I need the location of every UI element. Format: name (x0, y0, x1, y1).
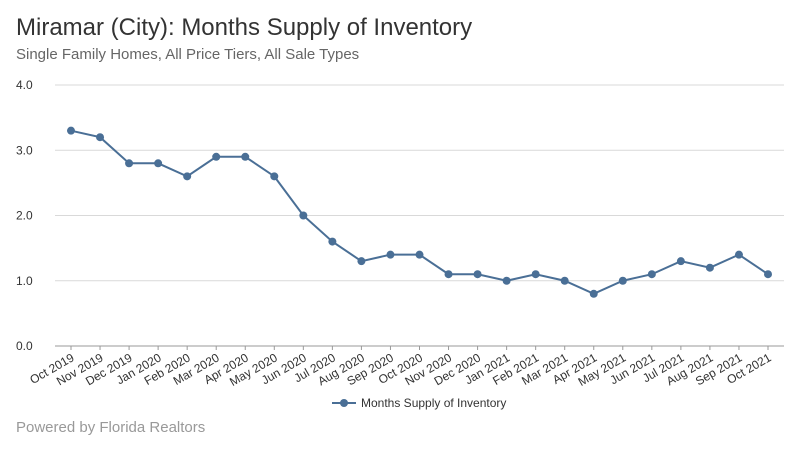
chart-subtitle: Single Family Homes, All Price Tiers, Al… (16, 46, 360, 63)
data-point (764, 270, 772, 279)
data-point (212, 152, 221, 161)
data-point (705, 263, 714, 272)
data-point (154, 159, 163, 168)
data-point (415, 250, 424, 259)
data-point (589, 289, 598, 298)
data-point (67, 126, 75, 135)
data-point (270, 172, 279, 181)
data-point (647, 270, 656, 279)
y-tick-label: 2.0 (16, 209, 33, 223)
y-tick-label: 3.0 (16, 143, 33, 157)
data-point (444, 270, 453, 279)
chart-title: Miramar (City): Months Supply of Invento… (16, 14, 473, 41)
data-point (96, 133, 105, 142)
data-point (676, 257, 685, 266)
y-axis: 0.0 1.0 2.0 3.0 4.0 (16, 78, 33, 353)
series-layer (67, 126, 772, 298)
data-point (734, 250, 743, 259)
data-point (618, 276, 627, 285)
data-point (357, 257, 366, 266)
data-point (299, 211, 308, 220)
data-point (386, 250, 395, 259)
data-point (531, 270, 540, 279)
legend-point-marker (340, 399, 348, 407)
data-point (560, 276, 569, 285)
data-point (328, 237, 337, 246)
gridlines (55, 84, 784, 347)
y-tick-label: 1.0 (16, 274, 33, 288)
legend[interactable]: Months Supply of Inventory (332, 396, 506, 410)
footer-credit: Powered by Florida Realtors (16, 419, 206, 436)
y-tick-label: 4.0 (16, 78, 33, 92)
data-point (502, 276, 511, 285)
series-line (70, 129, 769, 295)
y-tick-label: 0.0 (16, 339, 33, 353)
data-point (241, 152, 250, 161)
data-point (183, 172, 192, 181)
legend-label: Months Supply of Inventory (361, 396, 506, 410)
data-point (473, 270, 482, 279)
data-point (125, 159, 134, 168)
